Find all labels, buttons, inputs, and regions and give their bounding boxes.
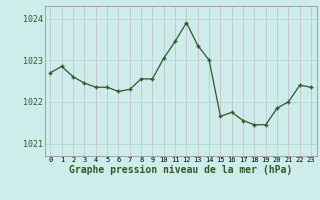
X-axis label: Graphe pression niveau de la mer (hPa): Graphe pression niveau de la mer (hPa)	[69, 165, 292, 175]
